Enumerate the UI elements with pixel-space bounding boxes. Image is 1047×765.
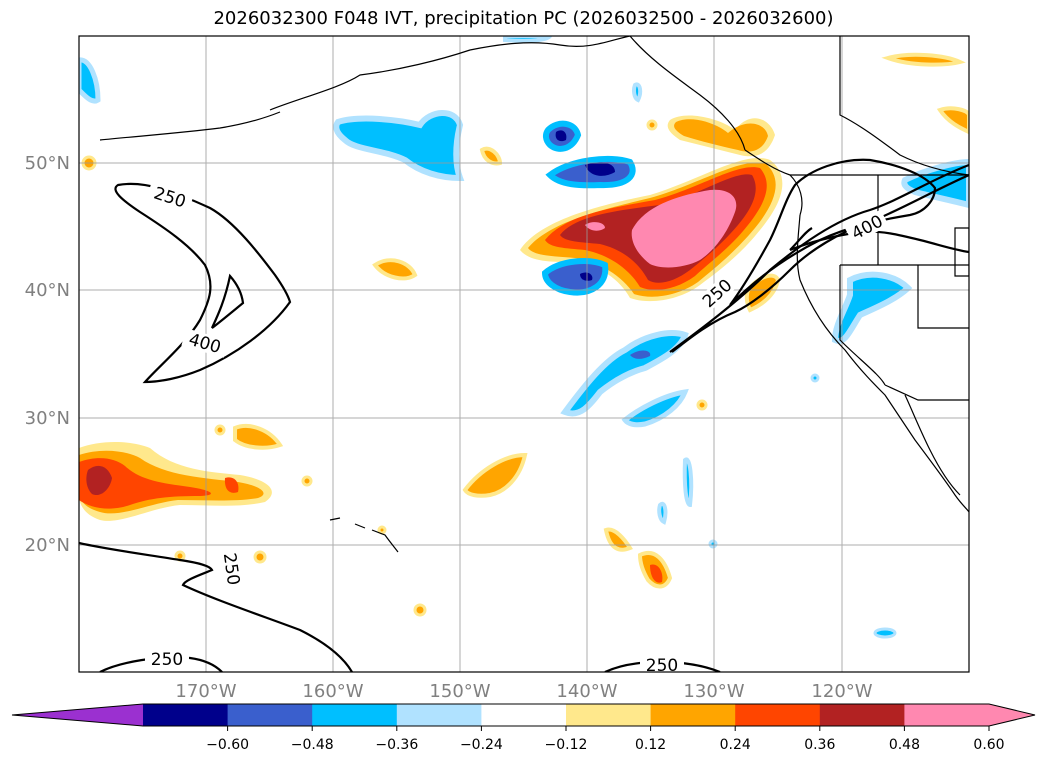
colorbar-segment	[481, 704, 567, 726]
precip-positive-patch-i	[936, 106, 969, 135]
precip-positive-patch-c	[462, 452, 528, 498]
precip-negative-sliver2	[657, 501, 668, 525]
colorbar-outline	[11, 703, 1036, 727]
ivt-contour-400-west	[211, 273, 245, 329]
coast-alaska	[269, 36, 746, 151]
precip-positive-west-band-red	[79, 458, 211, 509]
colorbar-segment	[735, 704, 821, 726]
lon-label-130w: 130°W	[683, 681, 744, 702]
border-mexico-us	[884, 384, 969, 401]
chart-title: 2026032300 F048 IVT, precipitation PC (2…	[213, 8, 834, 29]
ivt-contour-400-east-inner	[789, 227, 969, 254]
coast-aleutians	[99, 111, 281, 141]
contour-label-250-south: 250	[219, 552, 243, 587]
coast-west-us	[796, 214, 969, 513]
colorbar-tick-label: 0.48	[889, 737, 920, 753]
contour-labels: 250 400 250 400 250 250 250	[145, 181, 889, 676]
colorbar-segment	[566, 704, 652, 726]
colorbar-segment	[819, 704, 905, 726]
coast-hawaii	[329, 517, 399, 553]
colorbar-extend-low	[12, 704, 143, 726]
precip-negative-north2-core	[585, 162, 615, 176]
border-canada-interior	[839, 36, 969, 176]
lat-labels: 50°N 40°N 30°N 20°N	[25, 153, 70, 556]
coast-baja	[904, 394, 961, 496]
precip-negative-nw	[79, 57, 101, 104]
lon-label-140w: 140°W	[556, 681, 617, 702]
lat-label-20: 20°N	[25, 535, 70, 556]
border-box-east	[954, 227, 969, 277]
precip-positive-west-band-darkred	[86, 465, 112, 496]
precip-negative-top	[503, 36, 553, 43]
lon-labels: 170°W 160°W 150°W 140°W 130°W 120°W	[175, 681, 872, 702]
precip-negative-band2	[621, 388, 689, 428]
lon-label-150w: 150°W	[429, 681, 490, 702]
colorbar-tick-label: −0.60	[206, 737, 249, 753]
colorbar-segment	[227, 704, 313, 726]
colorbar-tick-label: −0.12	[545, 737, 588, 753]
lat-label-40: 40°N	[25, 280, 70, 301]
precip-negative-mid	[541, 258, 609, 296]
precip-negative-sliver3	[632, 82, 643, 103]
ivt-contour-250-east	[669, 163, 969, 353]
colorbar-tick-label: −0.36	[375, 737, 418, 753]
contour-label-250-bottom2: 250	[646, 656, 678, 676]
precip-positive-coast-inner	[674, 119, 768, 152]
map-frame	[78, 35, 970, 673]
ivt-contour-250-west	[114, 182, 292, 384]
precip-shading	[79, 36, 969, 639]
ivt-contour-250-south	[79, 541, 353, 672]
lat-label-30: 30°N	[25, 408, 70, 429]
precip-negative-wus	[831, 271, 913, 344]
lon-label-170w: 170°W	[175, 681, 236, 702]
ivt-contour-250-bottom	[99, 656, 223, 672]
precip-negative-band-core	[630, 350, 651, 359]
colorbar-segment	[650, 704, 736, 726]
precip-positive-patch-b	[372, 258, 418, 281]
lon-label-160w: 160°W	[302, 681, 363, 702]
precip-positive-patch-e	[650, 564, 663, 583]
lon-label-120w: 120°W	[811, 681, 872, 702]
precip-negative-sliver1	[682, 457, 694, 508]
precip-positive-ar-pink-small	[585, 222, 605, 231]
precip-negative-north1-core	[555, 130, 567, 142]
precip-positive-patch-a	[233, 424, 284, 450]
colorbar-tick-label: 0.12	[635, 737, 666, 753]
colorbar-segment	[143, 704, 229, 726]
colorbar: −0.60 −0.48 −0.36 −0.24 −0.12 0.12 0.24 0.36 0.4…	[11, 703, 1036, 753]
lat-label-50: 50°N	[25, 153, 70, 174]
colorbar-extend-high	[989, 704, 1035, 726]
colorbar-tick-label: −0.24	[460, 737, 503, 753]
precip-positive-west-band-red2	[224, 477, 239, 493]
ivt-contours	[79, 158, 969, 672]
colorbar-segment	[312, 704, 398, 726]
colorbar-tick-label: 0.36	[804, 737, 835, 753]
colorbar-tick-label: −0.48	[291, 737, 334, 753]
contour-label-250-bottom: 250	[151, 650, 183, 670]
colorbar-segment	[396, 704, 482, 726]
colorbar-tick-label: 0.60	[973, 737, 1004, 753]
colorbar-segment	[904, 704, 990, 726]
precip-positive-ar-pink	[631, 189, 737, 268]
precip-positive-patch-h	[881, 52, 966, 67]
colorbar-tick-label: 0.24	[720, 737, 751, 753]
precip-negative-mid-core	[580, 272, 593, 281]
